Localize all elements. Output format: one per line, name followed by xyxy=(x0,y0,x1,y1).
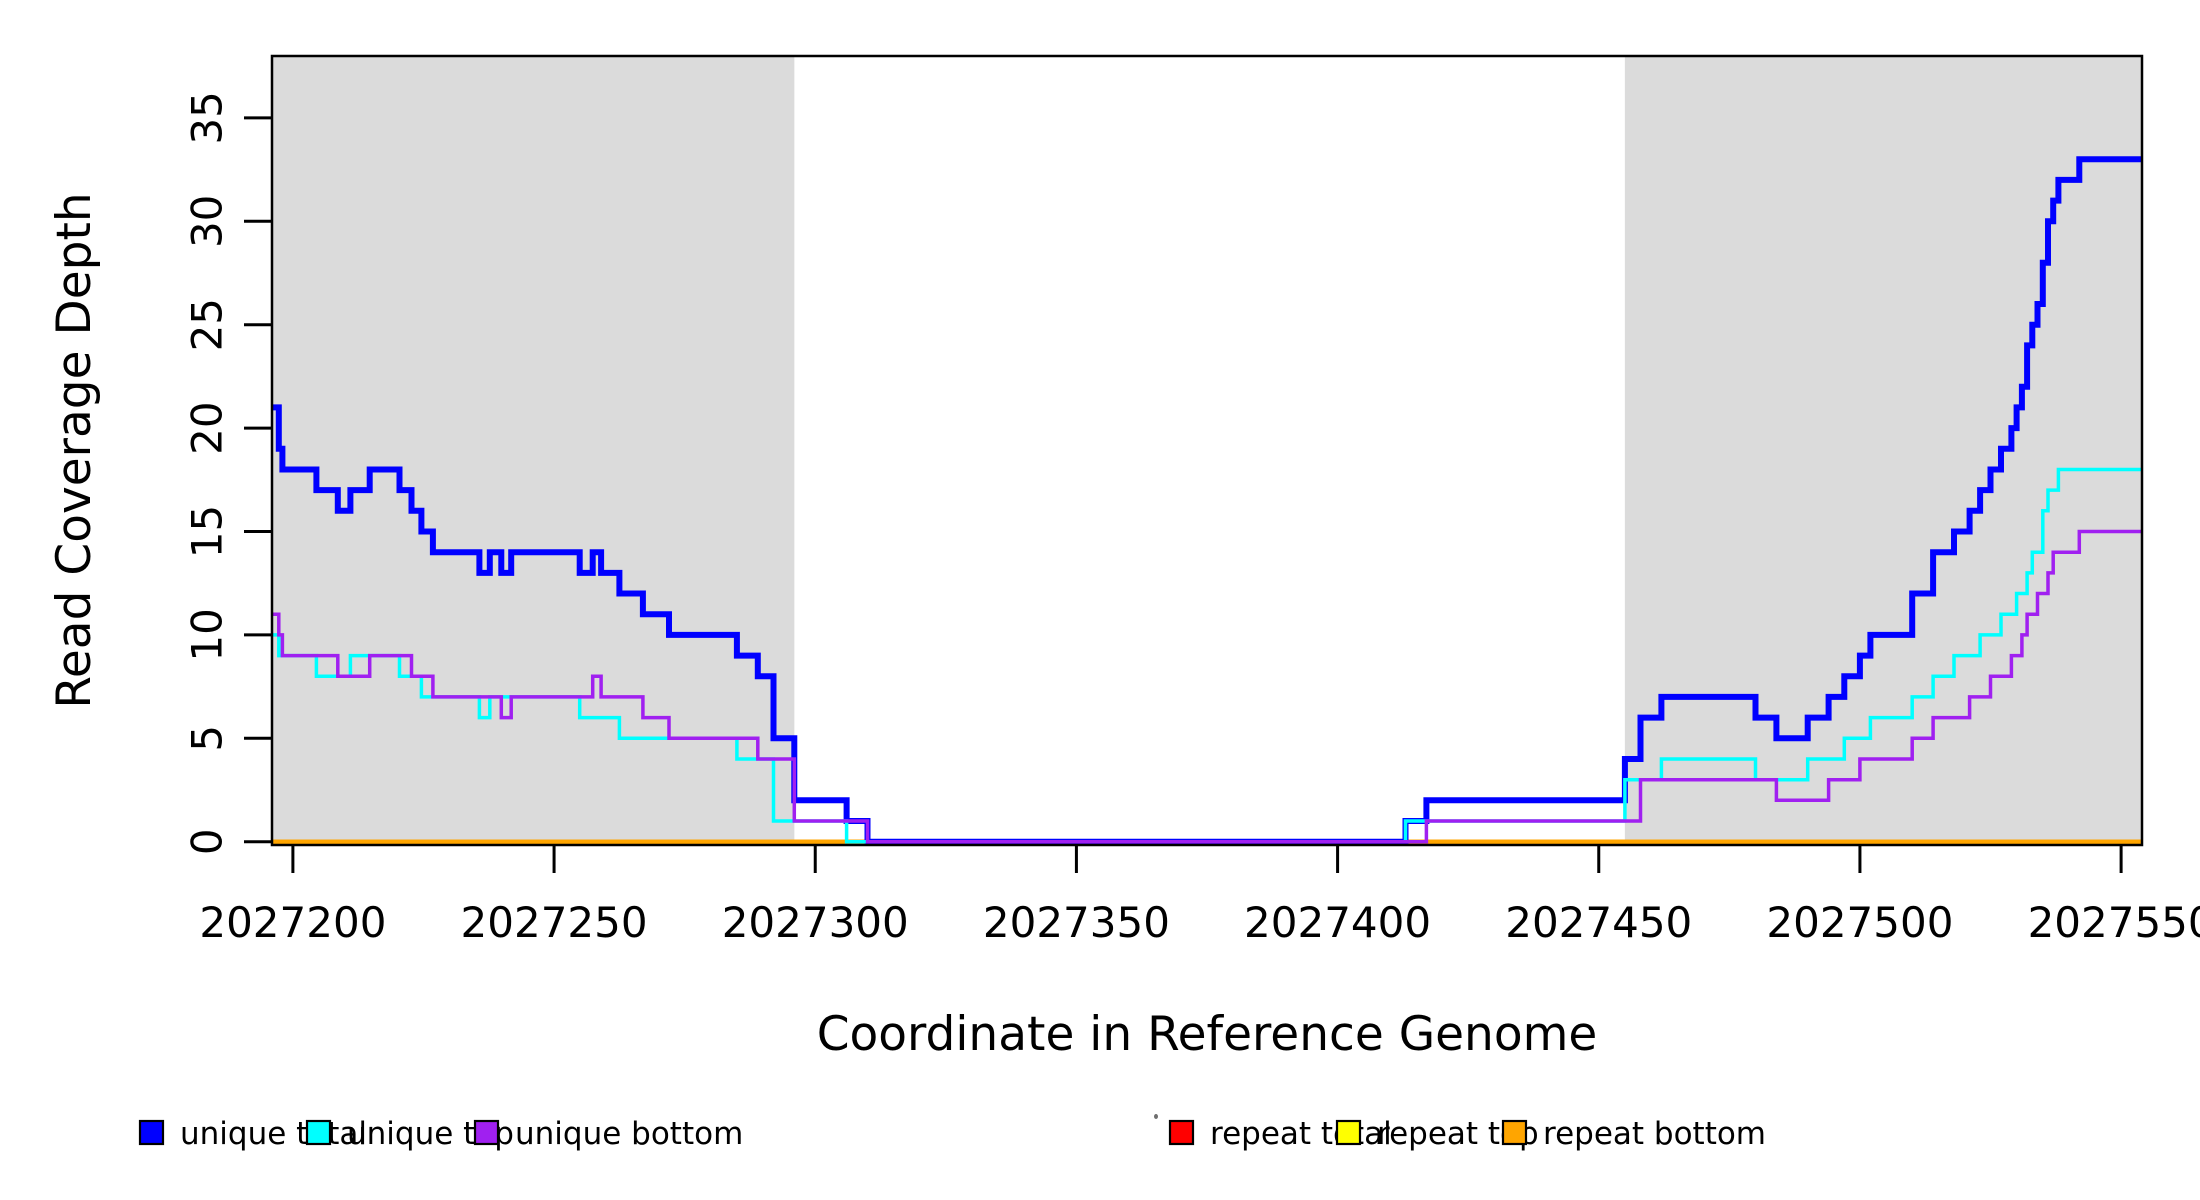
legend-label: repeat bottom xyxy=(1543,1116,1766,1152)
legend-swatch-repeat-total xyxy=(1168,1119,1195,1146)
series-line-unique-top xyxy=(272,467,2142,844)
legend-swatch-repeat-bottom xyxy=(1501,1119,1528,1146)
y-tick-label: 15 xyxy=(183,505,232,558)
legend-item-unique-total: unique total xyxy=(138,1116,367,1152)
legend-label: unique bottom xyxy=(515,1116,743,1152)
x-tick-label: 2027550 xyxy=(2028,898,2200,947)
plot-frame xyxy=(270,54,2144,847)
x-axis-title: Coordinate in Reference Genome xyxy=(817,1007,1598,1062)
x-tick-label: 2027450 xyxy=(1505,898,1692,947)
y-tick-label: 10 xyxy=(183,608,232,661)
x-tick-label: 2027500 xyxy=(1766,898,1953,947)
series-line-unique-bottom xyxy=(272,529,2142,844)
legend-swatch-unique-top xyxy=(305,1119,332,1146)
y-tick-label: 30 xyxy=(183,195,232,248)
legend-label: repeat total xyxy=(1210,1116,1392,1152)
y-tick-label: 0 xyxy=(183,828,232,855)
legend-item-repeat-bottom: repeat bottom xyxy=(1501,1116,1766,1152)
y-tick-label: 35 xyxy=(183,91,232,144)
series-line-unique-total xyxy=(272,156,2142,845)
shaded-region-left xyxy=(272,56,795,845)
legend-swatch-unique-bottom xyxy=(473,1119,500,1146)
x-tick-label: 2027400 xyxy=(1244,898,1431,947)
x-tick-label: 2027200 xyxy=(199,898,386,947)
shaded-region-right xyxy=(1624,56,2142,845)
legend-swatch-repeat-top xyxy=(1335,1119,1362,1146)
y-tick-label: 5 xyxy=(183,725,232,752)
legend-label: unique total xyxy=(180,1116,367,1152)
y-tick-label: 25 xyxy=(183,298,232,351)
legend-item-unique-bottom: unique bottom xyxy=(473,1116,743,1152)
y-tick-label: 20 xyxy=(183,401,232,454)
x-tick-label: 2027300 xyxy=(722,898,909,947)
legend-item-repeat-total: repeat total xyxy=(1168,1116,1392,1152)
stray-mark-artifact xyxy=(1154,1114,1158,1119)
legend-swatch-unique-total xyxy=(138,1119,165,1146)
x-tick-label: 2027250 xyxy=(461,898,648,947)
y-axis-title: Read Coverage Depth xyxy=(47,192,102,708)
x-tick-label: 2027350 xyxy=(983,898,1170,947)
